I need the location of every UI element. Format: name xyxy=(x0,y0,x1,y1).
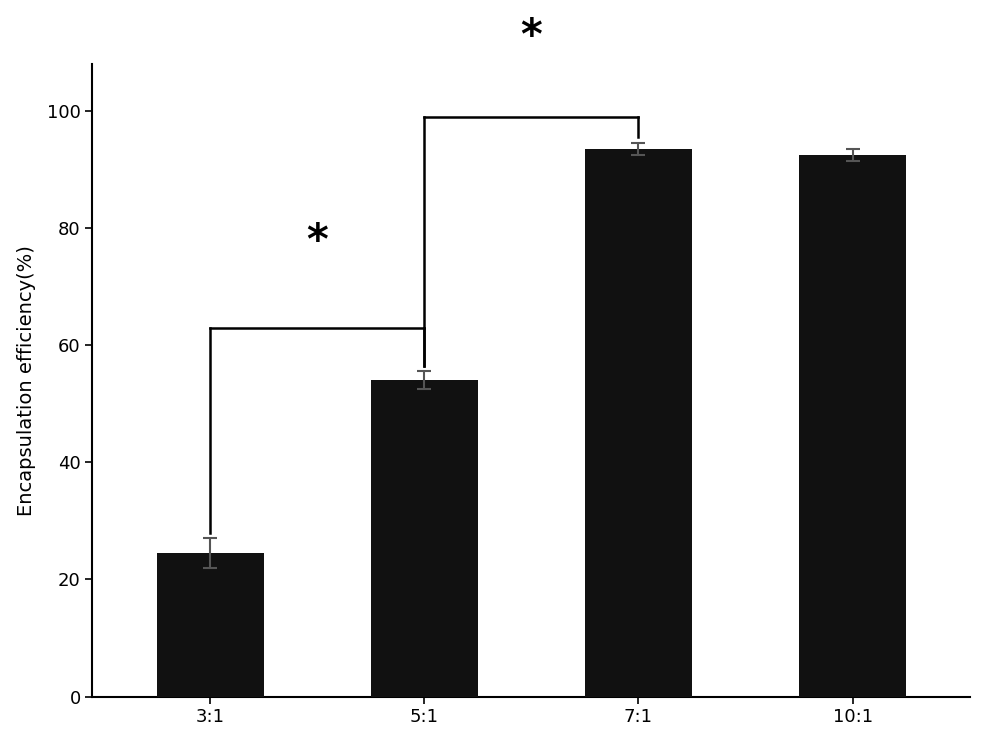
Text: *: * xyxy=(306,221,327,263)
Y-axis label: Encapsulation efficiency(%): Encapsulation efficiency(%) xyxy=(17,244,35,516)
Bar xyxy=(371,380,477,696)
Bar xyxy=(585,149,691,696)
Bar xyxy=(799,155,905,696)
Text: *: * xyxy=(520,16,541,58)
Bar xyxy=(157,553,263,696)
